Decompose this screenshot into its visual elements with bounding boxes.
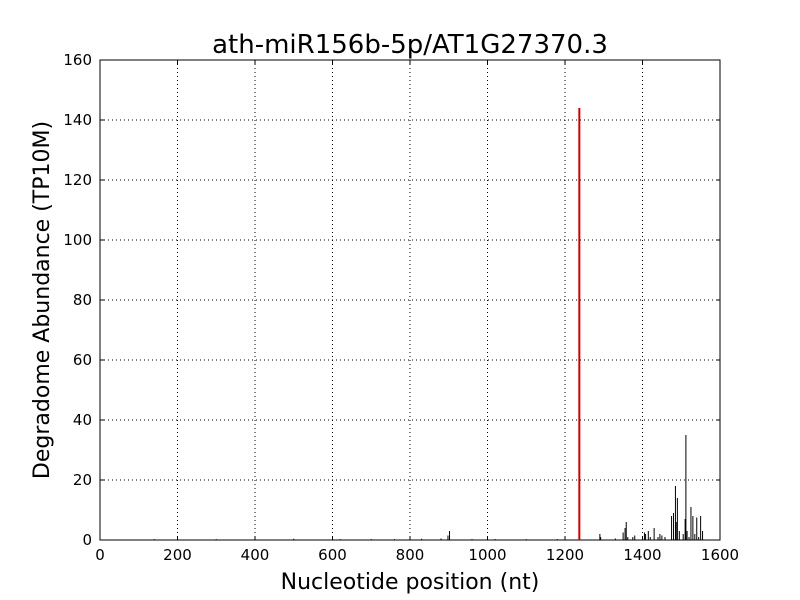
y-tick-label: 100 [63,231,92,249]
y-tick-label: 140 [63,111,92,129]
y-tick-label: 40 [73,411,92,429]
y-tick-label: 80 [73,291,92,309]
x-tick-label: 1000 [468,546,506,564]
y-tick-label: 160 [63,51,92,69]
x-tick-label: 1200 [546,546,584,564]
x-tick-label: 1600 [701,546,739,564]
y-tick-label: 60 [73,351,92,369]
x-tick-label: 600 [318,546,347,564]
y-tick-label: 20 [73,471,92,489]
x-tick-label: 1400 [623,546,661,564]
x-tick-label: 200 [163,546,192,564]
series-layer [100,108,708,541]
x-axis-ticks: 0 200 400 600 800 1000 1200 1400 1600 [95,60,739,564]
x-axis-label: Nucleotide position (nt) [281,570,540,595]
grid-lines [100,60,720,540]
y-tick-label: 0 [82,531,92,549]
chart-title: ath-miR156b-5p/AT1G27370.3 [212,30,608,60]
x-tick-label: 0 [95,546,105,564]
y-axis-ticks: 0 20 40 60 80 100 120 140 160 [63,51,720,549]
y-tick-label: 120 [63,171,92,189]
x-tick-label: 800 [396,546,425,564]
x-tick-label: 400 [241,546,270,564]
y-axis-label: Degradome Abundance (TP10M) [30,121,55,479]
